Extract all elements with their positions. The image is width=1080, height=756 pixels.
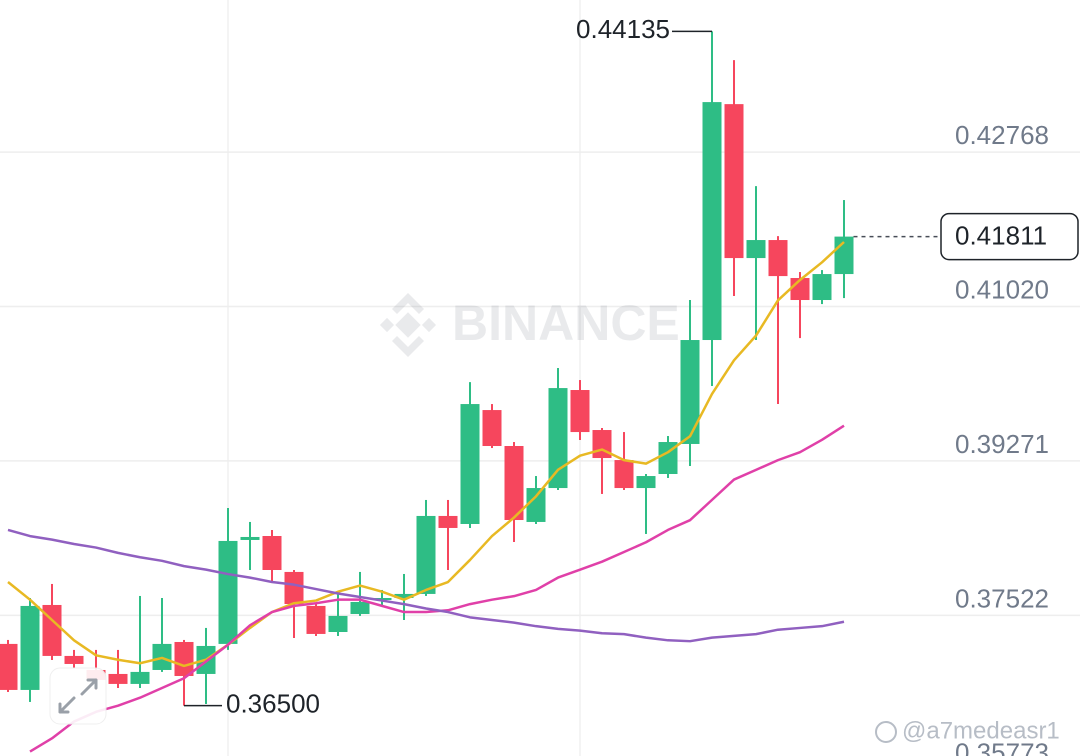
candle-body <box>680 340 700 444</box>
candle-body <box>108 673 128 684</box>
user-tag: @a7medeasr1 <box>875 717 1060 744</box>
y-tick-label: 0.39271 <box>955 429 1049 459</box>
candle-body <box>724 104 744 259</box>
user-tag-icon <box>875 721 897 743</box>
candle-body <box>702 102 722 341</box>
candle-body <box>746 240 766 259</box>
ma-line <box>29 424 845 753</box>
expand-button[interactable] <box>49 667 107 725</box>
candle-body <box>548 388 568 489</box>
y-tick-label: 0.37522 <box>955 583 1049 613</box>
candle-body <box>328 615 348 633</box>
expand-icon <box>58 678 98 714</box>
candle-body <box>0 643 18 690</box>
candle-body <box>394 593 414 598</box>
watermark: BINANCE <box>379 293 680 357</box>
candle-body <box>284 571 304 605</box>
candle-body <box>130 671 150 684</box>
candle-body <box>350 601 370 614</box>
watermark-logo <box>379 293 437 357</box>
candle-body <box>174 641 194 676</box>
low-label: 0.36500 <box>226 689 320 719</box>
last-price-box <box>940 212 1079 261</box>
candle-body <box>372 597 392 600</box>
candle-body <box>482 410 502 447</box>
candle-body <box>306 605 326 634</box>
y-tick-label: 0.35773 <box>955 738 1049 756</box>
ma-line <box>7 241 845 668</box>
candle-body <box>526 488 546 522</box>
expand-button-bg[interactable] <box>49 667 107 725</box>
watermark-text: BINANCE <box>452 295 680 351</box>
user-tag-text: @a7medeasr1 <box>902 717 1060 744</box>
high-label: 0.44135 <box>576 14 670 44</box>
grid: 0.42768 0.41020 0.39271 0.37522 0.35773 <box>0 120 1080 756</box>
y-tick-label: 0.41020 <box>955 274 1049 304</box>
candle-body <box>636 476 656 489</box>
candle-body <box>570 390 590 433</box>
ma-line <box>7 528 845 643</box>
plot: 0.44135 0.36500 0.41811 <box>0 14 1079 753</box>
candle-body <box>812 274 832 301</box>
candle-body <box>614 460 634 489</box>
candle-body <box>240 536 260 540</box>
candle-body <box>42 604 62 656</box>
candle-body <box>64 655 84 664</box>
candle-body <box>460 404 480 524</box>
candle-body <box>768 240 788 277</box>
candle-body <box>20 605 40 690</box>
candle-body <box>218 540 238 644</box>
candle-body <box>262 536 282 571</box>
candle-body <box>416 515 436 594</box>
candle-body <box>438 515 458 528</box>
last-price-label: 0.41811 <box>955 220 1047 250</box>
candle-body <box>504 446 524 521</box>
y-tick-label: 0.42768 <box>955 120 1049 150</box>
